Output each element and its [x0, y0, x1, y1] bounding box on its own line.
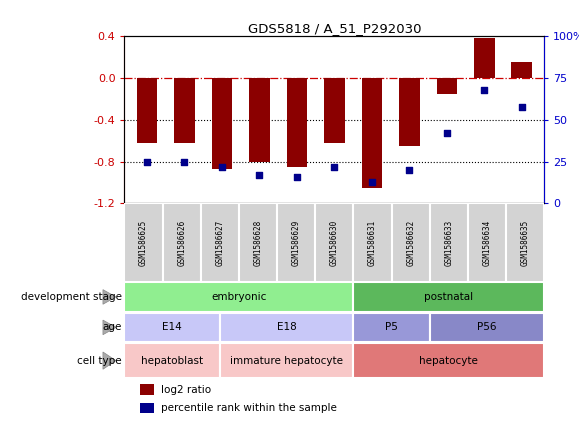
Bar [137, 78, 157, 143]
Bar [124, 203, 163, 282]
Text: immature hepatocyte: immature hepatocyte [230, 356, 343, 365]
Bar [287, 78, 307, 167]
Bar [174, 78, 195, 143]
Point [255, 172, 264, 179]
Bar [249, 78, 270, 162]
Text: hepatoblast: hepatoblast [141, 356, 203, 365]
Text: postnatal: postnatal [424, 292, 474, 302]
Bar [353, 203, 391, 282]
Text: hepatocyte: hepatocyte [419, 356, 478, 365]
Bar [163, 203, 201, 282]
Text: GSM1586635: GSM1586635 [521, 220, 530, 266]
Text: GSM1586627: GSM1586627 [215, 220, 225, 266]
Text: P56: P56 [477, 322, 497, 332]
Bar [353, 313, 430, 342]
Text: GSM1586626: GSM1586626 [177, 220, 186, 266]
Bar [474, 38, 494, 78]
Text: GSM1586629: GSM1586629 [292, 220, 301, 266]
Bar [239, 203, 277, 282]
Text: GSM1586632: GSM1586632 [406, 220, 415, 266]
Text: P5: P5 [385, 322, 398, 332]
Polygon shape [103, 352, 116, 369]
Bar [430, 313, 544, 342]
Bar [361, 78, 382, 188]
Text: GSM1586630: GSM1586630 [330, 220, 339, 266]
Text: GSM1586634: GSM1586634 [482, 220, 492, 266]
Bar [316, 203, 353, 282]
Point [217, 163, 226, 170]
Bar [511, 63, 532, 78]
Bar [324, 78, 345, 143]
Bar [124, 313, 220, 342]
Bar [201, 203, 239, 282]
Point [405, 167, 414, 173]
Text: embryonic: embryonic [211, 292, 267, 302]
Bar [430, 203, 468, 282]
Title: GDS5818 / A_51_P292030: GDS5818 / A_51_P292030 [248, 22, 421, 35]
Bar [391, 203, 430, 282]
Point [180, 158, 189, 165]
Text: E14: E14 [162, 322, 182, 332]
Polygon shape [103, 320, 116, 335]
Bar [140, 403, 155, 413]
Point [142, 158, 152, 165]
Text: development stage: development stage [21, 292, 122, 302]
Text: GSM1586633: GSM1586633 [444, 220, 453, 266]
Text: GSM1586628: GSM1586628 [254, 220, 262, 266]
Point [367, 179, 376, 185]
Bar [277, 203, 316, 282]
Bar [220, 343, 353, 378]
Text: age: age [102, 322, 122, 332]
Text: cell type: cell type [77, 356, 122, 365]
Bar [220, 313, 353, 342]
Point [517, 103, 526, 110]
Bar [124, 282, 353, 312]
Bar [212, 78, 232, 169]
Bar [399, 78, 420, 146]
Text: E18: E18 [277, 322, 296, 332]
Text: GSM1586625: GSM1586625 [139, 220, 148, 266]
Bar [353, 343, 544, 378]
Bar [506, 203, 544, 282]
Polygon shape [103, 290, 116, 304]
Bar [468, 203, 506, 282]
Point [479, 86, 489, 93]
Bar [353, 282, 544, 312]
Bar [124, 343, 220, 378]
Text: log2 ratio: log2 ratio [160, 385, 211, 395]
Point [442, 130, 452, 137]
Point [292, 173, 302, 180]
Point [330, 163, 339, 170]
Text: percentile rank within the sample: percentile rank within the sample [160, 403, 336, 413]
Text: GSM1586631: GSM1586631 [368, 220, 377, 266]
Bar [140, 384, 155, 395]
Bar [437, 78, 457, 94]
